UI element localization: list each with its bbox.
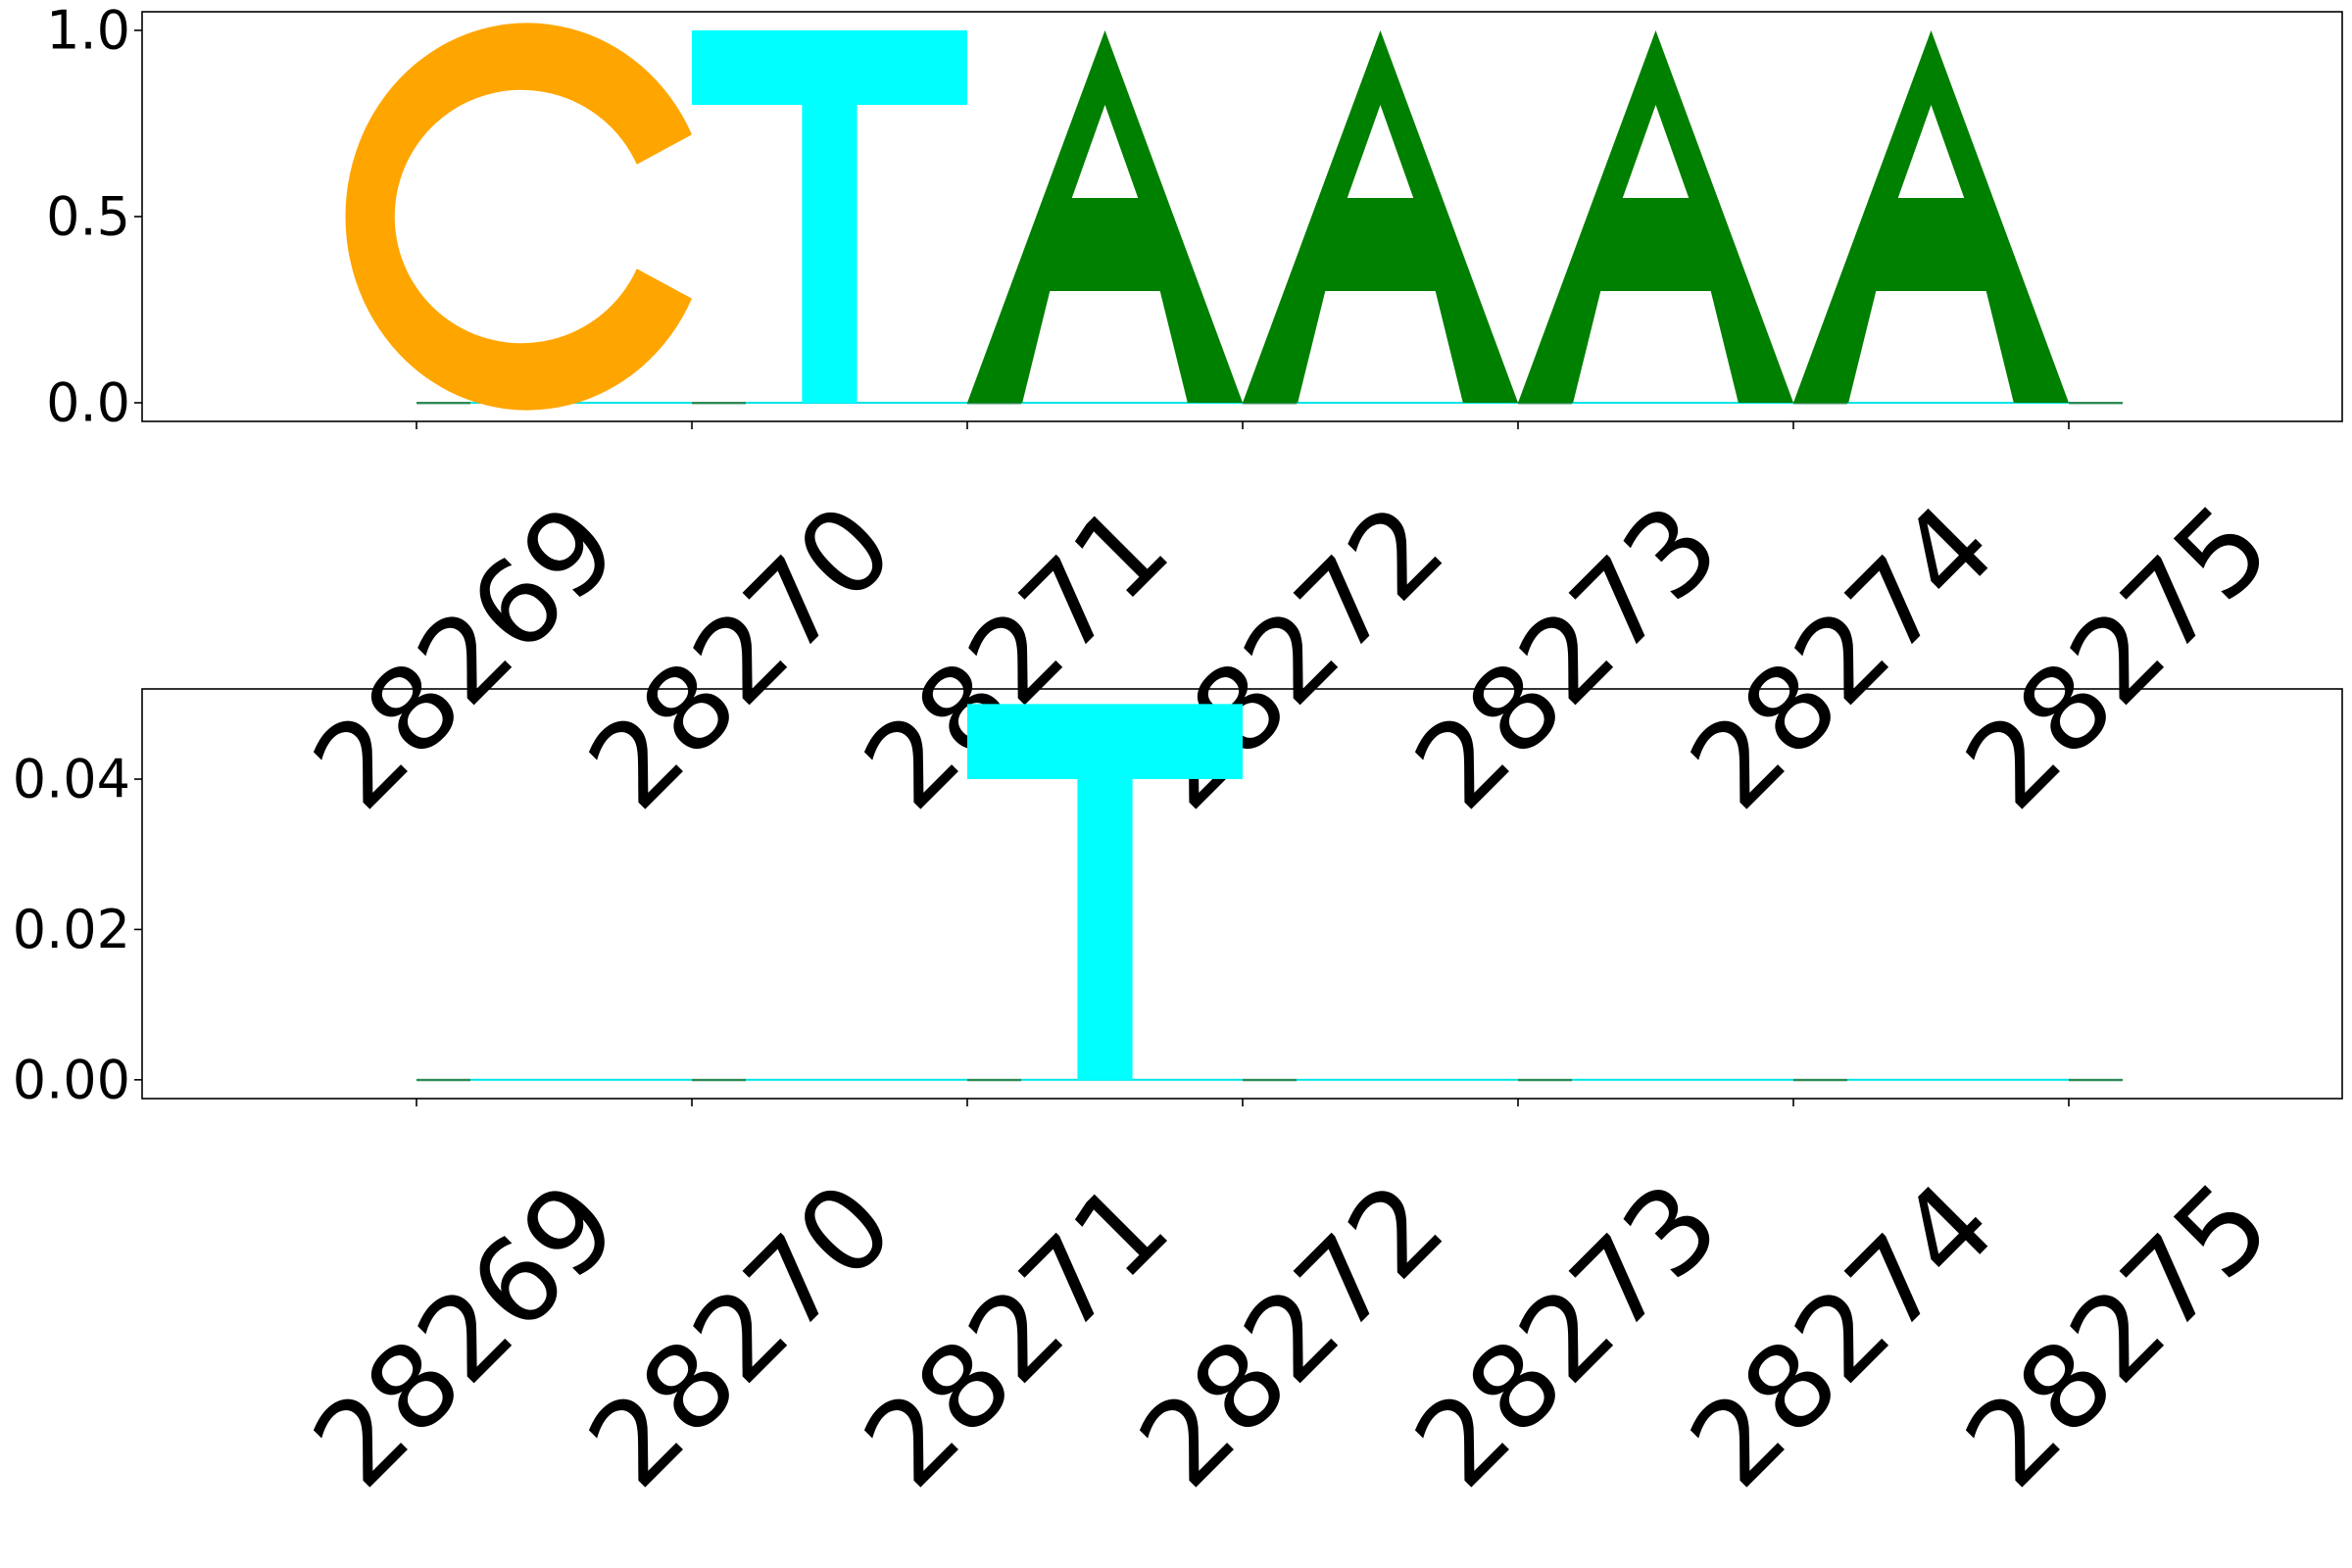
baseline-stub-28273 bbox=[1518, 1078, 1572, 1082]
baseline-stub-28273 bbox=[1572, 1078, 1793, 1081]
baseline-stub-28273 bbox=[1572, 402, 1793, 404]
baseline-stub-28272 bbox=[1243, 1078, 1297, 1082]
x-tick-label: 28271 bbox=[838, 1156, 1194, 1512]
baseline-stub-28274 bbox=[1847, 402, 2069, 404]
baseline-stub-28274 bbox=[1847, 1078, 2069, 1081]
y-tick-label: 0.04 bbox=[13, 749, 130, 810]
baseline-stub-28272 bbox=[1297, 1078, 1518, 1081]
baseline-stub-28275 bbox=[2069, 402, 2123, 405]
x-tick-label: 28271 bbox=[838, 478, 1194, 834]
x-tick-label: 28273 bbox=[1389, 478, 1744, 834]
x-tick-label: 28270 bbox=[563, 478, 918, 834]
logo-letter-C-28269 bbox=[345, 23, 692, 411]
x-tick-label: 28272 bbox=[1113, 478, 1469, 834]
logo-letter-A-28274 bbox=[1793, 30, 2069, 403]
logo-letter-A-28271 bbox=[967, 30, 1243, 403]
baseline-stub-28271 bbox=[967, 402, 1021, 405]
x-tick-label: 28274 bbox=[1664, 1156, 2020, 1512]
x-tick-label: 28270 bbox=[563, 1156, 918, 1512]
baseline-stub-28269 bbox=[416, 1078, 470, 1082]
baseline-stub-28269 bbox=[470, 402, 692, 404]
x-tick-label: 28275 bbox=[1939, 1156, 2295, 1512]
x-tick-label: 28275 bbox=[1939, 478, 2295, 834]
y-tick-label: 0.5 bbox=[46, 186, 130, 248]
baseline-stub-28272 bbox=[1243, 402, 1297, 405]
y-tick-label: 0.02 bbox=[13, 899, 130, 960]
y-tick-label: 0.0 bbox=[46, 372, 130, 434]
baseline-stub-28271 bbox=[1021, 402, 1243, 404]
baseline-stub-28273 bbox=[1518, 402, 1572, 405]
baseline-stub-28270 bbox=[692, 402, 746, 405]
logo-letter-T-28271 bbox=[967, 704, 1243, 1080]
y-tick-label: 0.00 bbox=[13, 1049, 130, 1110]
baseline-stub-28271 bbox=[967, 1078, 1021, 1082]
baseline-stub-28274 bbox=[1793, 1078, 1847, 1082]
logo-letter-T-28270 bbox=[692, 30, 967, 403]
x-tick-label: 28273 bbox=[1389, 1156, 1744, 1512]
x-tick-label: 28274 bbox=[1664, 478, 2020, 834]
baseline-stub-28269 bbox=[470, 1078, 692, 1081]
y-tick-label: 1.0 bbox=[46, 0, 130, 62]
baseline-stub-28270 bbox=[692, 1078, 746, 1082]
baseline-stub-28275 bbox=[2069, 1078, 2123, 1082]
baseline-stub-28269 bbox=[416, 402, 470, 405]
logo-letter-A-28272 bbox=[1243, 30, 1518, 403]
x-tick-label: 28272 bbox=[1113, 1156, 1469, 1512]
baseline-stub-28272 bbox=[1297, 402, 1518, 404]
baseline-stub-28274 bbox=[1793, 402, 1847, 405]
baseline-stub-28270 bbox=[746, 1078, 967, 1081]
x-tick-label: 28269 bbox=[287, 478, 643, 834]
x-tick-label: 28269 bbox=[287, 1156, 643, 1512]
logo-letter-A-28273 bbox=[1518, 30, 1793, 403]
